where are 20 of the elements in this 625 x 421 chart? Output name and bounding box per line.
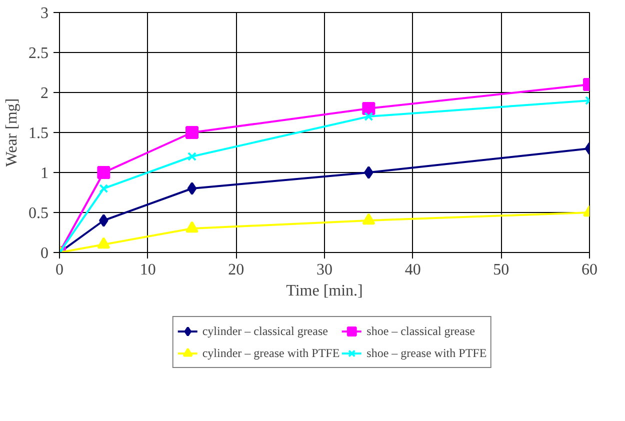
- y-tick-label: 2.5: [28, 45, 48, 62]
- legend-label: shoe – classical grease: [366, 324, 475, 338]
- x-tick-label: 0: [56, 262, 64, 278]
- x-tick-label: 60: [582, 262, 598, 278]
- legend-label: cylinder – classical grease: [202, 324, 328, 338]
- y-tick-label: 1.5: [28, 125, 48, 142]
- y-tick-label: 3: [40, 5, 48, 22]
- x-tick-label: 50: [493, 262, 510, 278]
- x-axis-title: Time [min.]: [286, 282, 363, 300]
- legend-label: cylinder – grease with PTFE: [202, 346, 340, 360]
- x-tick-label: 40: [404, 262, 421, 278]
- x-tick-label: 30: [316, 262, 332, 278]
- legend-label: shoe – grease with PTFE: [366, 346, 487, 360]
- y-tick-label: 0.5: [28, 205, 48, 222]
- x-tick-label: 10: [140, 262, 156, 278]
- x-tick-label: 20: [228, 262, 244, 278]
- y-tick-label: 0: [40, 245, 48, 262]
- y-tick-label: 2: [40, 85, 48, 102]
- y-axis-title: Wear [mg]: [4, 98, 20, 167]
- y-tick-label: 1: [40, 165, 48, 182]
